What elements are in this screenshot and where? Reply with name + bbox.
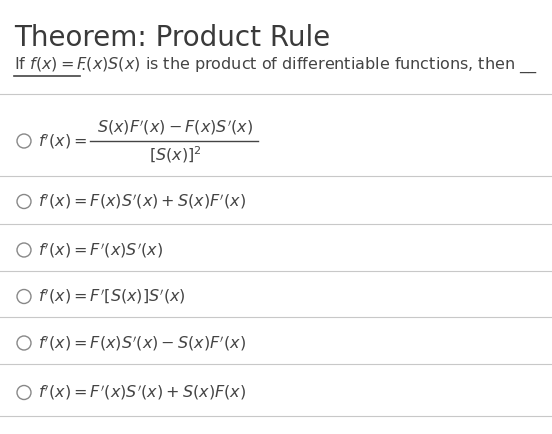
Text: $[S(x)]^2$: $[S(x)]^2$ [148, 145, 201, 165]
Text: $f'(x) = F'[S(x)]S'(x)$: $f'(x) = F'[S(x)]S'(x)$ [38, 287, 186, 306]
Text: $f'(x) = F(x)S'(x) - S(x)F'(x)$: $f'(x) = F(x)S'(x) - S(x)F'(x)$ [38, 333, 246, 353]
Text: If $f(x) = F(x)S(x)$ is the product of differentiable functions, then __: If $f(x) = F(x)S(x)$ is the product of d… [14, 56, 538, 76]
Text: $f'(x) = F(x)S'(x) + S(x)F'(x)$: $f'(x) = F(x)S'(x) + S(x)F'(x)$ [38, 192, 246, 211]
Text: $S(x)F'(x) - F(x)S'(x)$: $S(x)F'(x) - F(x)S'(x)$ [97, 117, 253, 137]
Text: $f'(x) = F'(x)S'(x)$: $f'(x) = F'(x)S'(x)$ [38, 240, 163, 260]
Text: Theorem: Product Rule: Theorem: Product Rule [14, 24, 330, 52]
Text: $f'(x) =$: $f'(x) =$ [38, 132, 87, 151]
Text: .: . [80, 58, 85, 73]
Text: $f'(x) = F'(x)S'(x) + S(x)F(x)$: $f'(x) = F'(x)S'(x) + S(x)F(x)$ [38, 383, 246, 402]
